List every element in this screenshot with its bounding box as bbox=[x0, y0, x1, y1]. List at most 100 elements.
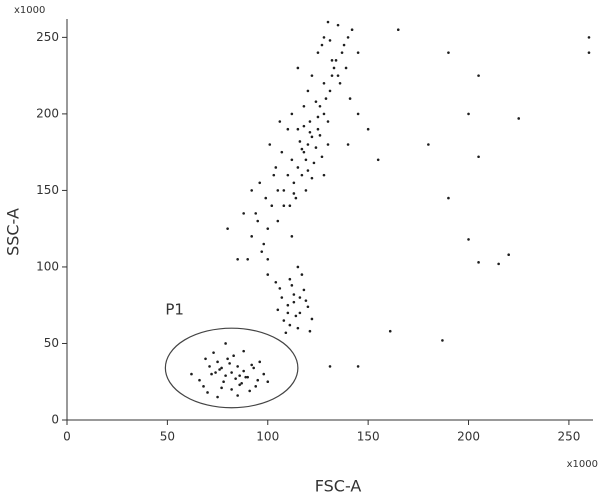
event-dot bbox=[388, 329, 392, 333]
y-tick-label: 150 bbox=[36, 183, 59, 197]
event-dot bbox=[316, 115, 320, 119]
event-dot bbox=[310, 74, 314, 77]
event-dot bbox=[338, 81, 342, 85]
event-dot bbox=[224, 342, 227, 345]
y-axis-title: SSC-A bbox=[4, 208, 23, 256]
event-dot bbox=[206, 391, 209, 394]
event-dot bbox=[300, 273, 304, 276]
event-dot bbox=[278, 287, 282, 290]
event-dot bbox=[262, 372, 266, 376]
event-dot bbox=[328, 89, 332, 93]
event-dot bbox=[441, 339, 444, 342]
event-dot bbox=[328, 39, 332, 42]
event-dot bbox=[320, 155, 324, 159]
event-dot bbox=[250, 235, 254, 238]
event-dot bbox=[318, 134, 322, 137]
event-dot bbox=[477, 155, 480, 159]
event-dot bbox=[202, 385, 205, 388]
event-dot bbox=[246, 375, 249, 379]
event-dot bbox=[326, 120, 330, 123]
event-dot bbox=[350, 28, 354, 32]
x-tick-label: 250 bbox=[557, 430, 580, 444]
event-dot bbox=[266, 227, 270, 230]
event-dot bbox=[330, 59, 334, 62]
y-tick-label: 0 bbox=[51, 413, 59, 427]
event-dot bbox=[296, 166, 300, 169]
event-dot bbox=[234, 377, 237, 380]
event-dot bbox=[278, 120, 282, 123]
event-dot bbox=[312, 161, 316, 165]
x-unit-label: x1000 bbox=[567, 459, 598, 470]
event-dot bbox=[322, 81, 326, 85]
event-dot bbox=[232, 354, 235, 358]
event-dot bbox=[220, 366, 223, 370]
event-dot bbox=[298, 140, 302, 143]
event-dot bbox=[290, 235, 294, 238]
event-dot bbox=[214, 371, 217, 374]
event-dot bbox=[292, 293, 296, 296]
event-dot bbox=[507, 253, 510, 257]
event-dot bbox=[308, 329, 312, 333]
event-dot bbox=[266, 257, 270, 261]
event-dot bbox=[276, 219, 280, 223]
event-dot bbox=[296, 265, 300, 269]
event-dot bbox=[320, 43, 324, 47]
event-dot bbox=[204, 357, 207, 361]
event-dot bbox=[264, 196, 268, 200]
event-dot bbox=[286, 127, 290, 131]
event-dot bbox=[336, 74, 340, 77]
event-dot bbox=[587, 51, 591, 54]
event-dot bbox=[260, 250, 264, 253]
event-dot bbox=[310, 176, 314, 180]
event-dot bbox=[346, 36, 350, 39]
x-tick-label: 150 bbox=[357, 430, 380, 444]
event-dot bbox=[282, 204, 286, 208]
x-tick-label: 0 bbox=[63, 430, 71, 444]
event-dot bbox=[246, 257, 249, 261]
event-dot bbox=[304, 189, 308, 192]
event-dot bbox=[198, 378, 201, 382]
event-dot bbox=[304, 158, 308, 162]
event-dot bbox=[587, 36, 591, 39]
x-axis-title: FSC-A bbox=[315, 477, 362, 496]
event-dot bbox=[230, 371, 233, 374]
event-dot bbox=[497, 262, 500, 266]
event-dot bbox=[248, 389, 251, 393]
event-dot bbox=[254, 212, 258, 215]
event-dot bbox=[344, 66, 348, 70]
event-dot bbox=[280, 150, 284, 154]
event-dot bbox=[322, 173, 326, 177]
event-dot bbox=[274, 166, 278, 169]
event-dot bbox=[328, 365, 332, 368]
event-dot bbox=[310, 135, 314, 139]
event-dot bbox=[258, 360, 262, 364]
event-dot bbox=[288, 323, 292, 327]
event-dot bbox=[282, 189, 286, 192]
event-dot bbox=[292, 300, 296, 304]
x-tick-label: 100 bbox=[256, 430, 279, 444]
y-tick-label: 200 bbox=[36, 106, 59, 120]
event-dot bbox=[242, 212, 245, 215]
event-dot bbox=[284, 331, 288, 335]
event-dot bbox=[266, 380, 270, 384]
event-dot bbox=[236, 365, 239, 368]
event-dot bbox=[306, 305, 310, 309]
event-dot bbox=[304, 299, 308, 302]
event-dot bbox=[212, 351, 215, 354]
event-dot bbox=[447, 51, 450, 54]
event-dot bbox=[274, 280, 278, 284]
event-dot bbox=[254, 385, 258, 388]
event-dot bbox=[290, 284, 294, 287]
event-dot bbox=[427, 143, 430, 146]
event-dot bbox=[292, 181, 296, 185]
event-dot bbox=[280, 296, 284, 299]
event-dot bbox=[226, 227, 229, 230]
event-dot bbox=[302, 288, 306, 292]
event-dot bbox=[314, 100, 318, 103]
event-dot bbox=[282, 319, 286, 322]
event-dot bbox=[242, 369, 245, 373]
event-dot bbox=[292, 192, 296, 195]
event-dot bbox=[238, 374, 241, 377]
event-dot bbox=[302, 150, 306, 154]
